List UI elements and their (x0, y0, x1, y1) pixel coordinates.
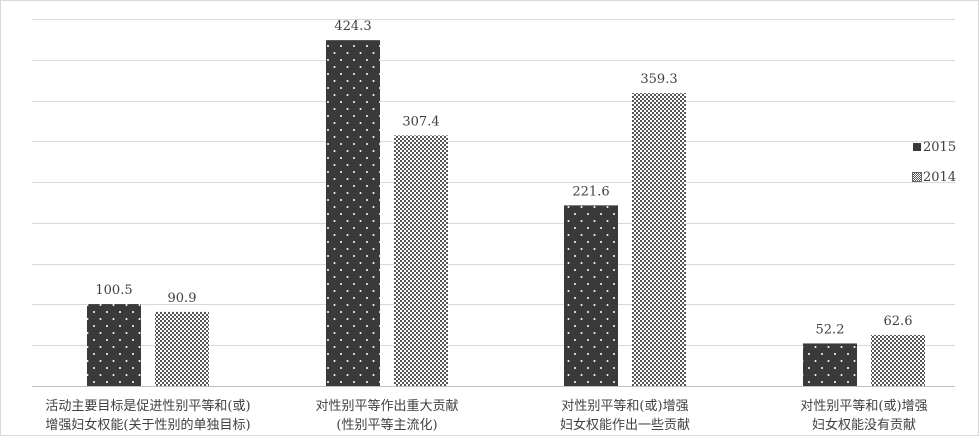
value-label-2014-2: 307.4 (402, 114, 439, 129)
bar-2014-1 (155, 311, 209, 386)
category-label-3-line-2: 妇女权能作出一些贡献 (560, 417, 690, 433)
bar-2014-2 (394, 135, 448, 386)
value-label-2015-4: 52.2 (816, 322, 845, 337)
category-labels: 活动主要目标是促进性别平等和(或) 增强妇女权能(关于性别的单独目标) 对性别平等作… (45, 398, 927, 433)
legend: 2015 2014 (912, 132, 957, 192)
legend-label-2014: 2014 (923, 169, 957, 185)
bars (87, 40, 925, 386)
value-label-2014-3: 359.3 (640, 72, 677, 87)
bar-2015-1 (87, 304, 141, 386)
legend-item-2014: 2014 (912, 162, 957, 192)
category-label-1-line-2: 增强妇女权能(关于性别的单独目标) (45, 417, 250, 433)
legend-label-2015: 2015 (923, 139, 957, 155)
bar-2015-2 (326, 40, 380, 386)
value-label-2014-1: 90.9 (168, 291, 197, 306)
value-label-2015-3: 221.6 (572, 184, 609, 199)
category-label-4-line-2: 妇女权能没有贡献 (812, 417, 916, 433)
value-label-2014-4: 62.6 (884, 314, 913, 329)
bar-2015-4 (803, 343, 857, 386)
bar-2014-3 (632, 93, 686, 386)
category-label-2-line-1: 对性别平等作出重大贡献 (315, 398, 458, 414)
value-label-2015-1: 100.5 (95, 283, 132, 298)
value-label-2015-2: 424.3 (334, 19, 371, 34)
category-label-1-line-1: 活动主要目标是促进性别平等和(或) (45, 398, 250, 414)
legend-swatch-2014 (912, 172, 922, 182)
bar-2015-3 (564, 205, 618, 386)
value-labels: 100.5 424.3 221.6 52.2 90.9 307.4 359.3 62.6 (95, 19, 912, 337)
legend-item-2015: 2015 (913, 132, 956, 162)
category-label-2-line-2: (性别平等主流化) (336, 417, 437, 433)
category-label-4-line-1: 对性别平等和(或)增强 (800, 398, 927, 414)
category-label-3-line-1: 对性别平等和(或)增强 (561, 398, 688, 414)
bar-2014-4 (871, 334, 925, 386)
legend-swatch-2015 (913, 143, 921, 151)
